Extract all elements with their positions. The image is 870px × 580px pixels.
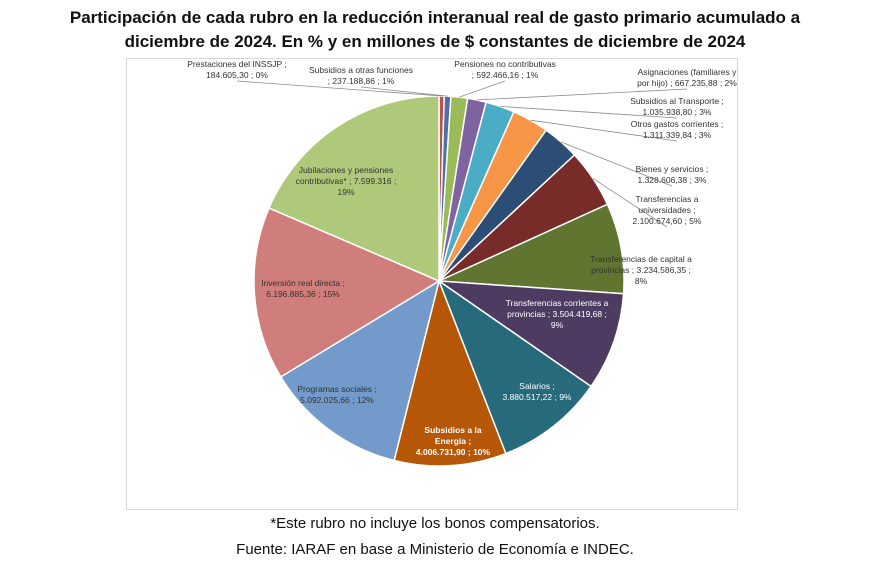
pie-slice-transferencias-de-capital-a-provincias xyxy=(438,203,625,295)
data-label-asignaciones-familiares-y-por-hijo: Asignaciones (familiares y por hijo) ; 66… xyxy=(637,67,737,88)
leader-line-subsidios-a-otras-funciones xyxy=(360,86,448,97)
pie-slice-transferencias-corrientes-a-provincias xyxy=(436,280,625,388)
data-label-inversion-real-directa: Inversión real directa ; 6.196.885,36 ; 1… xyxy=(261,278,345,299)
data-label-transferencias-a-universidades: Transferencias a universidades ; 2.100.674… xyxy=(632,194,701,226)
chart-area: Prestaciones del INSSJP ; 184.605,30 ; 0%… xyxy=(126,58,738,510)
pie-slice-subsidios-a-la-energia xyxy=(393,278,507,467)
data-label-subsidios-a-otras-funciones: Subsidios a otras funciones; 237.188,86 … xyxy=(309,65,413,86)
data-label-pensiones-no-contributivas: Pensiones no contributivas; 592.466,16 ;… xyxy=(454,59,556,80)
chart-title: Participación de cada rubro en la reducc… xyxy=(0,6,870,54)
leader-line-transferencias-a-universidades xyxy=(592,178,668,228)
data-label-transferencias-corrientes-a-provincias: Transferencias corrientes a provincias ; … xyxy=(506,298,609,330)
data-label-bienes-y-servicios: Bienes y servicios ; 1.328.606,38 ; 3% xyxy=(636,164,709,185)
footnote: *Este rubro no incluye los bonos compens… xyxy=(270,515,600,532)
data-label-prestaciones-del-inssjp: Prestaciones del INSSJP ; 184.605,30 ; 0% xyxy=(187,59,287,80)
chart-title-line-2: diciembre de 2024. En % y en millones de… xyxy=(124,32,746,51)
pie-slice-jubilaciones-y-pensiones-contributivas xyxy=(268,95,440,283)
leader-line-asignaciones-familiares-y-por-hijo xyxy=(476,88,688,101)
chart-title-line-1: Participación de cada rubro en la reducc… xyxy=(69,8,801,27)
data-label-jubilaciones-y-pensiones-contributivas: Jubilaciones y pensiones contributivas* ;… xyxy=(296,165,397,197)
pie-slice-programas-sociales xyxy=(279,279,441,462)
leader-line-prestaciones-del-inssjp xyxy=(236,80,442,97)
data-label-otros-gastos-corrientes: Otros gastos corrientes ; 1.311.339,84 ; … xyxy=(631,119,724,140)
data-label-salarios: Salarios ; 3.880.517,22 ; 9% xyxy=(502,381,571,402)
leader-line-otros-gastos-corrientes xyxy=(530,119,678,142)
pie-chart: Prestaciones del INSSJP ; 184.605,30 ; 0%… xyxy=(187,59,737,467)
leader-line-subsidios-al-transporte xyxy=(500,106,678,119)
data-label-subsidios-al-transporte: Subsidios al Transporte ; 1.035.938,80 ; … xyxy=(630,96,724,117)
leader-line-bienes-y-servicios xyxy=(560,141,673,187)
data-label-transferencias-de-capital-a-provincias: Transferencias de capital a provincias ; … xyxy=(590,254,692,286)
leader-line-pensiones-no-contributivas xyxy=(459,80,506,98)
pie-slice-salarios xyxy=(437,278,593,455)
source-note: Fuente: IARAF en base a Ministerio de Ec… xyxy=(236,541,634,558)
data-label-programas-sociales: Programas sociales ; 5.092.025,66 ; 12% xyxy=(297,384,376,405)
pie-slice-inversion-real-directa xyxy=(253,207,441,378)
data-label-subsidios-a-la-energia: Subsidios a la Energía ; 4.006.731,90 ; 10… xyxy=(416,425,491,457)
